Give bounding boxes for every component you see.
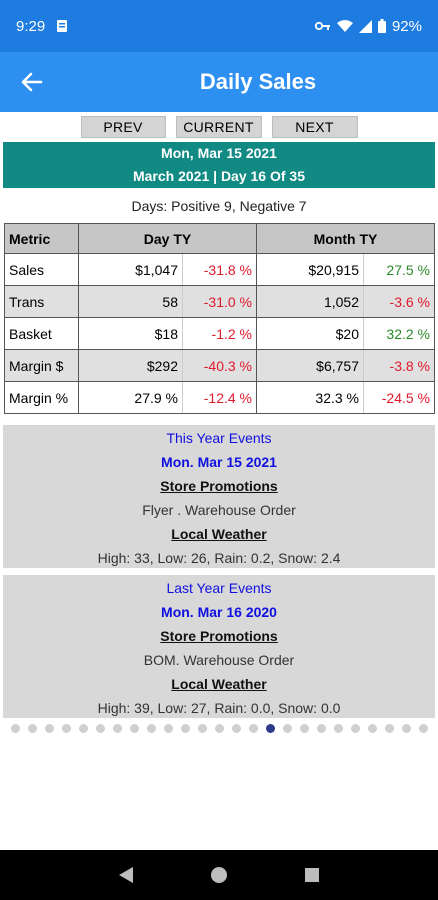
day-value: $18 — [78, 317, 183, 350]
page-dot[interactable] — [401, 724, 411, 733]
date-header: Mon, Mar 15 2021 March 2021 | Day 16 Of … — [3, 142, 435, 188]
day-percent: -31.8 % — [182, 253, 257, 286]
current-button[interactable]: CURRENT — [175, 116, 262, 138]
signal-icon — [358, 19, 372, 33]
last-year-promotions-label: Store Promotions — [160, 628, 278, 644]
metric-label: Trans — [4, 285, 79, 318]
page-dot[interactable] — [78, 724, 88, 733]
last-year-events-panel: Last Year Events Mon. Mar 16 2020 Store … — [3, 575, 435, 718]
day-percent: -1.2 % — [182, 317, 257, 350]
metric-label: Sales — [4, 253, 79, 286]
metric-label: Margin $ — [4, 349, 79, 382]
page-dot[interactable] — [248, 724, 258, 733]
this-year-events-title: This Year Events — [166, 430, 272, 446]
this-year-event-date: Mon. Mar 15 2021 — [161, 454, 277, 470]
this-year-promotions: Flyer . Warehouse Order — [142, 502, 296, 518]
last-year-event-date: Mon. Mar 16 2020 — [161, 604, 277, 620]
key-icon — [314, 21, 330, 31]
month-value: 32.3 % — [256, 381, 364, 414]
page-dot[interactable] — [146, 724, 156, 733]
notification-icon — [57, 20, 68, 32]
page-dot[interactable] — [333, 724, 343, 733]
table-row: Sales $1,047 -31.8 % $20,915 27.5 % — [4, 253, 435, 286]
page-dot[interactable] — [61, 724, 71, 733]
table-row: Trans 58 -31.0 % 1,052 -3.6 % — [4, 285, 435, 318]
day-percent: -31.0 % — [182, 285, 257, 318]
page-dot[interactable] — [95, 724, 105, 733]
month-value: $20,915 — [256, 253, 364, 286]
this-year-events-panel: This Year Events Mon. Mar 15 2021 Store … — [3, 425, 435, 568]
recents-square-icon[interactable] — [305, 868, 319, 882]
header-month-ty: Month TY — [256, 223, 435, 254]
page-dot[interactable] — [299, 724, 309, 733]
table-row: Margin $ $292 -40.3 % $6,757 -3.8 % — [4, 349, 435, 382]
page-dot[interactable] — [367, 724, 377, 733]
table-header-row: Metric Day TY Month TY — [4, 223, 435, 254]
day-value: 27.9 % — [78, 381, 183, 414]
day-value: $292 — [78, 349, 183, 382]
home-circle-icon[interactable] — [211, 867, 227, 883]
battery-level: 92% — [391, 17, 422, 35]
day-value: $1,047 — [78, 253, 183, 286]
arrow-left-icon — [21, 72, 43, 92]
prev-button[interactable]: PREV — [80, 116, 166, 138]
battery-icon — [377, 19, 386, 33]
day-percent: -40.3 % — [182, 349, 257, 382]
page-dot[interactable] — [282, 724, 292, 733]
wifi-icon — [336, 19, 353, 32]
days-summary: Days: Positive 9, Negative 7 — [131, 198, 307, 214]
metric-label: Margin % — [4, 381, 79, 414]
metric-label: Basket — [4, 317, 79, 350]
page-dot[interactable] — [180, 724, 190, 733]
month-percent: 32.2 % — [363, 317, 435, 350]
last-year-weather: High: 39, Low: 27, Rain: 0.0, Snow: 0.0 — [97, 700, 341, 716]
page-dot[interactable] — [231, 724, 241, 733]
header-metric: Metric — [4, 223, 79, 254]
month-value: 1,052 — [256, 285, 364, 318]
app-bar: Daily Sales — [0, 52, 438, 112]
status-bar: 9:29 92% — [0, 0, 438, 52]
page-dot[interactable] — [197, 724, 207, 733]
page-dot[interactable] — [27, 724, 37, 733]
page-dot[interactable] — [112, 724, 122, 733]
last-year-events-title: Last Year Events — [166, 580, 272, 596]
page-dot[interactable] — [44, 724, 54, 733]
header-day-ty: Day TY — [78, 223, 257, 254]
month-percent: -3.6 % — [363, 285, 435, 318]
this-year-promotions-label: Store Promotions — [160, 478, 278, 494]
page-dot[interactable] — [10, 724, 20, 733]
month-percent: -24.5 % — [363, 381, 435, 414]
table-row: Margin % 27.9 % -12.4 % 32.3 % -24.5 % — [4, 381, 435, 414]
page-dot[interactable] — [129, 724, 139, 733]
month-percent: 27.5 % — [363, 253, 435, 286]
date-navigation: PREV CURRENT NEXT — [0, 116, 438, 138]
this-year-weather: High: 33, Low: 26, Rain: 0.2, Snow: 2.4 — [97, 550, 341, 566]
page-indicator[interactable] — [0, 724, 438, 736]
month-percent: -3.8 % — [363, 349, 435, 382]
table-row: Basket $18 -1.2 % $20 32.2 % — [4, 317, 435, 350]
period-info: March 2021 | Day 16 Of 35 — [132, 168, 305, 184]
month-value: $6,757 — [256, 349, 364, 382]
page-dot[interactable] — [163, 724, 173, 733]
day-percent: -12.4 % — [182, 381, 257, 414]
page-title: Daily Sales — [199, 69, 317, 94]
back-triangle-icon[interactable] — [119, 867, 133, 883]
last-year-promotions: BOM. Warehouse Order — [143, 652, 295, 668]
month-value: $20 — [256, 317, 364, 350]
page-dot[interactable] — [418, 724, 428, 733]
status-time: 9:29 — [16, 17, 46, 35]
page-dot[interactable] — [214, 724, 224, 733]
metrics-table: Metric Day TY Month TY Sales $1,047 -31.… — [4, 223, 435, 414]
page-dot[interactable] — [384, 724, 394, 733]
page-dot[interactable] — [350, 724, 360, 733]
page-dot-active[interactable] — [265, 724, 275, 733]
back-button[interactable] — [18, 66, 46, 98]
this-year-weather-label: Local Weather — [171, 526, 267, 542]
page-dot[interactable] — [316, 724, 326, 733]
last-year-weather-label: Local Weather — [171, 676, 267, 692]
day-value: 58 — [78, 285, 183, 318]
current-date: Mon, Mar 15 2021 — [161, 145, 277, 161]
system-navigation-bar — [0, 850, 438, 900]
next-button[interactable]: NEXT — [271, 116, 358, 138]
